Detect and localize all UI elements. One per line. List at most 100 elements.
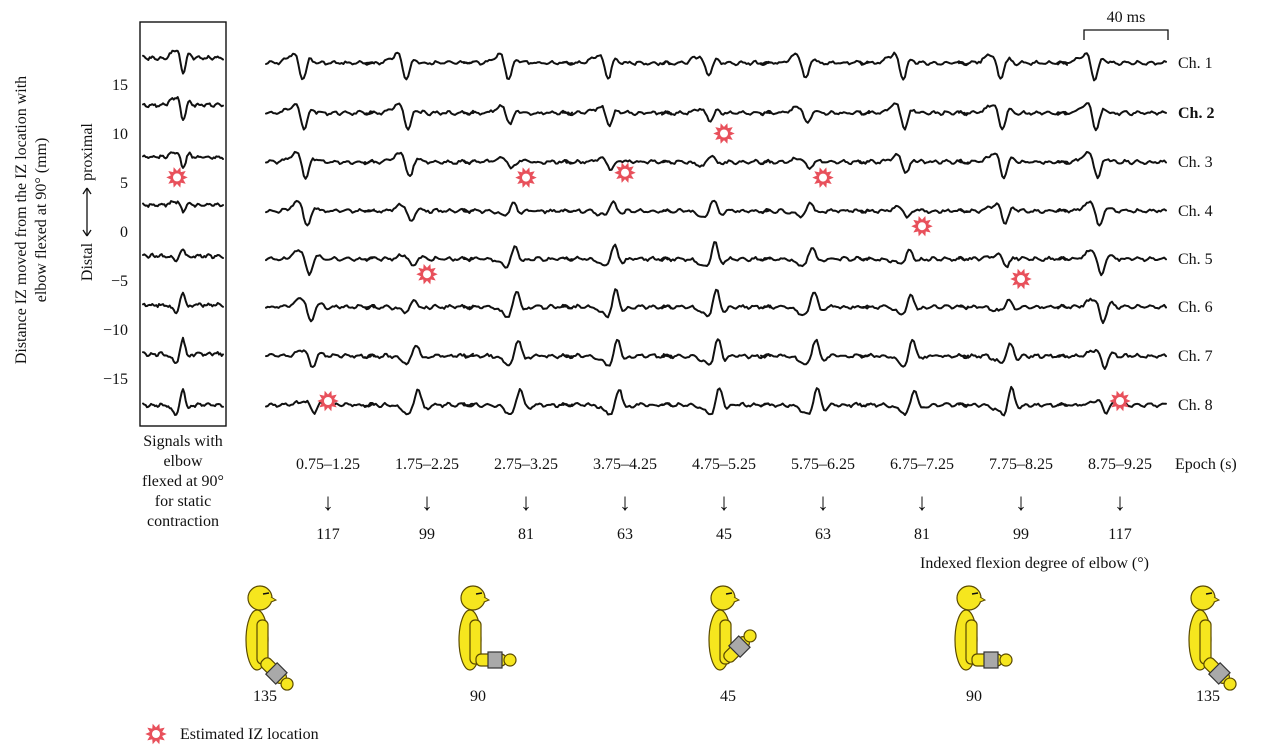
emg-signal-trace	[463, 245, 573, 269]
emg-signal-trace	[859, 51, 969, 81]
emg-signal-trace	[1057, 249, 1167, 277]
iz-marker-icon	[1109, 390, 1131, 412]
channel-label: Ch. 7	[1178, 348, 1213, 365]
flexion-value: 99	[419, 526, 435, 543]
emg-signal-trace	[661, 154, 771, 168]
y-axis-ticks: 15 10 5 0 −5 −10 −15	[103, 77, 128, 388]
channel-label: Ch. 6	[1178, 299, 1213, 316]
legend-iz-marker-icon	[145, 723, 167, 745]
channel-label: Ch. 1	[1178, 55, 1213, 72]
down-arrow-icon: ↓	[817, 490, 829, 516]
iz-marker-icon	[166, 167, 188, 188]
iz-marker-icon	[713, 123, 735, 144]
emg-signal-trace	[760, 52, 870, 79]
iz-marker-icon	[515, 167, 537, 188]
static-caption-line: Signals with	[143, 433, 223, 450]
emg-signal-trace	[562, 156, 672, 171]
emg-signal-trace	[1057, 399, 1167, 415]
flexion-value: 63	[617, 526, 633, 543]
emg-signal-trace	[661, 338, 771, 366]
static-caption-line: elbow	[163, 453, 203, 470]
flexion-value: 81	[518, 526, 534, 543]
emg-signal-trace	[1057, 102, 1167, 132]
static-caption-line: for static	[155, 493, 211, 510]
epoch-label: 7.75–8.25	[989, 456, 1053, 473]
emg-signal-trace	[958, 53, 1068, 80]
channel-labels: Ch. 1 Ch. 2 Ch. 3 Ch. 4 Ch. 5 Ch. 6 Ch. 7 Ch. 8	[1178, 55, 1214, 414]
emg-signal-trace	[265, 103, 375, 131]
down-arrow-icon: ↓	[619, 490, 631, 516]
emg-signal-trace	[562, 200, 672, 217]
down-arrow-icon: ↓	[1015, 490, 1027, 516]
person-elbow-figure-icon: 135	[1188, 585, 1237, 705]
figure-angle-label: 90	[966, 688, 982, 705]
figure-angle-label: 135	[1196, 688, 1220, 705]
static-emg-signal-trace	[142, 291, 224, 315]
static-caption-line: flexed at 90°	[142, 473, 224, 490]
flexion-value: 45	[716, 526, 732, 543]
emg-signal-trace	[265, 52, 375, 81]
emg-signal-trace	[760, 291, 870, 317]
emg-signal-trace	[661, 107, 771, 123]
channel-label: Ch. 5	[1178, 251, 1213, 268]
static-emg-signal-trace	[142, 248, 224, 263]
emg-signal-trace	[958, 252, 1068, 269]
person-elbow-figure-icon: 90	[954, 585, 1013, 705]
emg-signal-trace	[760, 247, 870, 268]
emg-signal-trace	[958, 385, 1068, 417]
epoch-label: 5.75–6.25	[791, 456, 855, 473]
direction-distal-label: Distal	[79, 242, 96, 281]
iz-markers	[166, 123, 1131, 412]
iz-marker-icon	[812, 167, 834, 188]
flexion-value: 81	[914, 526, 930, 543]
iz-marker-icon	[416, 263, 438, 285]
signal-grid	[265, 51, 1167, 417]
person-elbow-figure-icon: 45	[708, 585, 757, 705]
emg-signal-trace	[364, 299, 474, 315]
iz-marker-icon	[614, 162, 636, 183]
y-tick-label: 0	[120, 224, 128, 241]
emg-signal-trace	[562, 288, 672, 319]
static-emg-signal-trace	[142, 336, 224, 364]
emg-signal-trace	[364, 151, 474, 177]
emg-signal-trace	[562, 54, 672, 80]
down-arrow-icon: ↓	[916, 490, 928, 516]
emg-signal-trace	[859, 338, 969, 368]
emg-signal-trace	[265, 249, 375, 277]
emg-signal-trace	[859, 204, 969, 219]
emg-signal-trace	[958, 342, 1068, 364]
static-emg-signal-trace	[142, 151, 224, 169]
flexion-value: 99	[1013, 526, 1029, 543]
emg-signal-trace	[859, 389, 969, 416]
flexion-value: 117	[1108, 526, 1131, 543]
emg-signal-trace	[1057, 52, 1167, 82]
direction-indicator: Distal proximal	[79, 123, 96, 282]
emg-signal-trace	[463, 340, 573, 367]
emg-signal-trace	[562, 243, 672, 267]
epoch-label: 8.75–9.25	[1088, 456, 1152, 473]
y-axis-label: Distance IZ moved from the IZ location w…	[13, 76, 50, 364]
emg-signal-trace	[463, 201, 573, 217]
emg-signal-trace	[661, 241, 771, 267]
epoch-arrows: ↓ ↓ ↓ ↓ ↓ ↓ ↓ ↓ ↓	[322, 490, 1126, 516]
down-arrow-icon: ↓	[322, 490, 334, 516]
epoch-label: 2.75–3.25	[494, 456, 558, 473]
emg-signal-trace	[364, 202, 474, 222]
emg-signal-trace	[562, 104, 672, 128]
emg-signal-trace	[463, 291, 573, 318]
legend-label: Estimated IZ location	[180, 726, 319, 743]
flexion-value: 63	[815, 526, 831, 543]
emg-signal-trace	[760, 105, 870, 124]
down-arrow-icon: ↓	[520, 490, 532, 516]
emg-signal-trace	[859, 102, 969, 131]
emg-signal-trace	[661, 288, 771, 318]
static-emg-signal-trace	[142, 200, 224, 214]
emg-signal-trace	[859, 248, 969, 265]
emg-signal-trace	[1057, 297, 1167, 325]
emg-signal-trace	[364, 253, 474, 267]
emg-signal-trace	[265, 150, 375, 180]
emg-signal-trace	[364, 344, 474, 366]
scale-bar: 40 ms	[1083, 9, 1169, 40]
y-axis-label-line1: Distance IZ moved from the IZ location w…	[13, 76, 30, 364]
emg-signal-trace	[265, 399, 375, 415]
